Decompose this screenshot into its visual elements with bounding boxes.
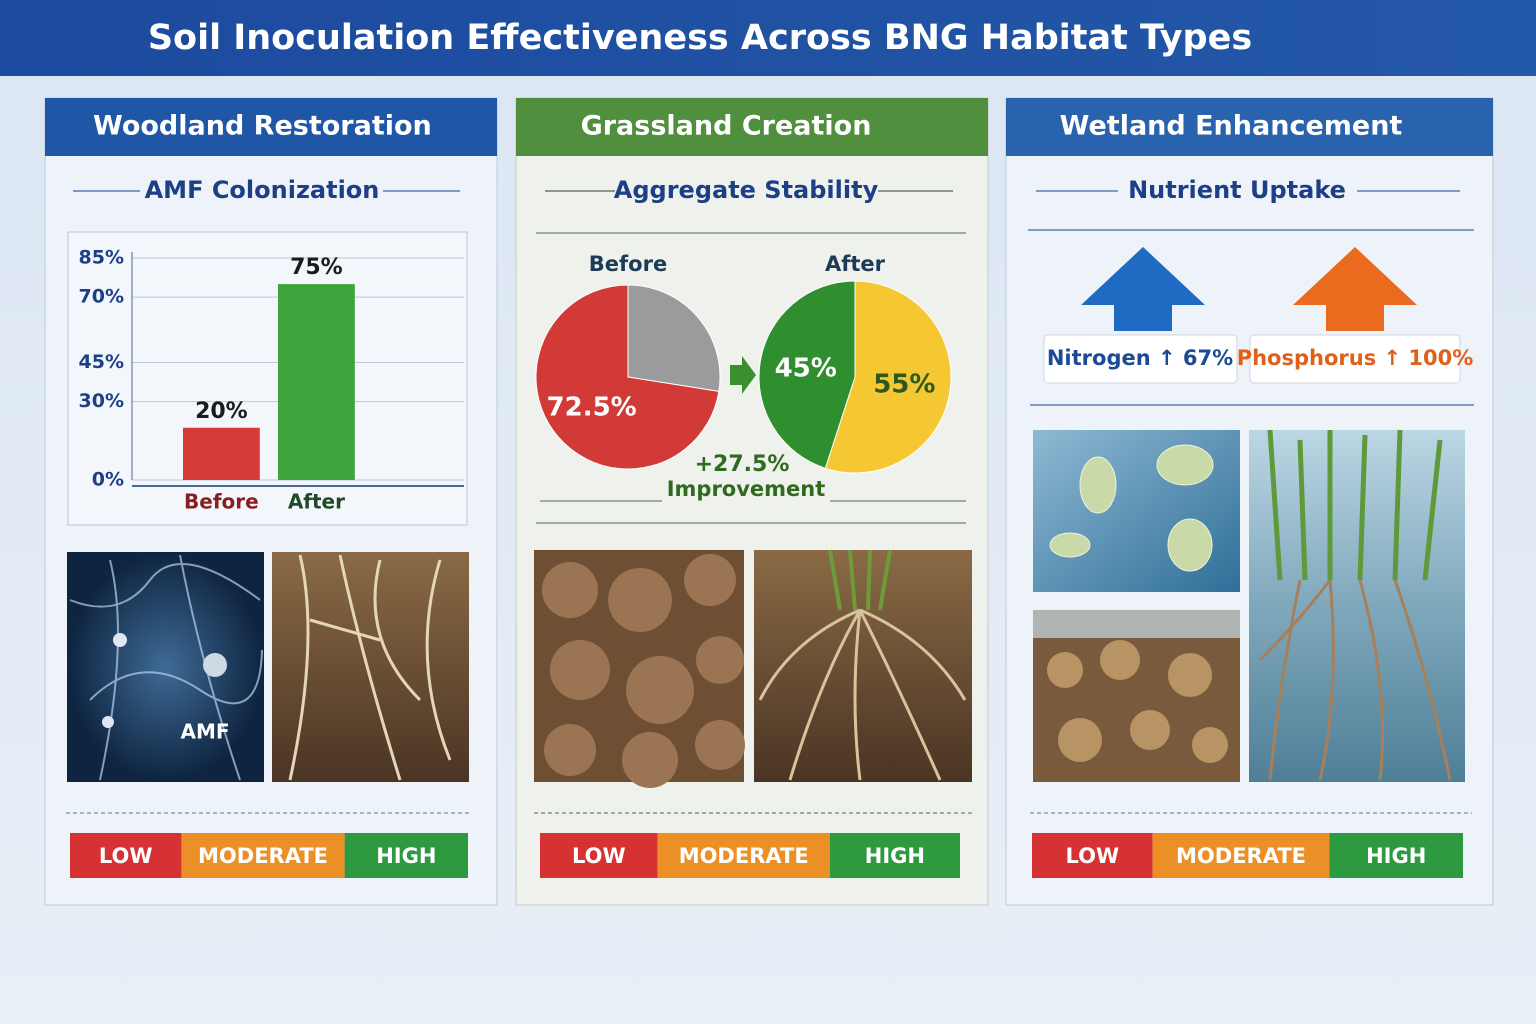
cell: [1049, 532, 1091, 558]
clod: [626, 656, 694, 724]
scale-label: MODERATE: [198, 844, 328, 868]
nutrient-box: [1043, 334, 1238, 384]
scale-segment: [344, 833, 468, 878]
photos: AMF: [67, 429, 1465, 788]
slice-label: 72.5%: [547, 393, 637, 423]
pebble: [1058, 718, 1102, 762]
bar: [183, 427, 260, 480]
panel-header: [45, 98, 497, 156]
y-tick-label: 30%: [79, 390, 124, 412]
clod: [608, 568, 672, 632]
panel-title: Woodland Restoration: [93, 111, 432, 142]
nutrient-box: [1249, 334, 1461, 384]
microbes: [1049, 444, 1214, 572]
pebble: [1130, 710, 1170, 750]
hyphae: [69, 554, 263, 781]
spore: [203, 653, 227, 677]
x-tick-label: After: [288, 490, 345, 514]
roots: [1258, 579, 1452, 781]
scale-segment: [829, 833, 960, 878]
scale-segment: [181, 833, 345, 878]
bar: [278, 284, 355, 480]
water-layer: [1033, 610, 1240, 638]
clod: [695, 720, 745, 770]
panel-subtitle: Nutrient Uptake: [1128, 176, 1346, 204]
scale-label: HIGH: [1366, 844, 1426, 868]
panel-title: Grassland Creation: [581, 111, 872, 142]
cell: [1167, 518, 1213, 572]
up-arrow: [1293, 247, 1417, 331]
panel-header: [1006, 98, 1493, 156]
scale-label: HIGH: [865, 844, 925, 868]
scale-segment: [657, 833, 830, 878]
nutrient-label: Phosphorus ↑ 100%: [1237, 346, 1474, 370]
pie-title: Before: [589, 252, 667, 276]
nutrient-label: Nitrogen ↑ 67%: [1047, 346, 1233, 370]
roots: [288, 554, 452, 781]
header: [0, 0, 1536, 76]
cell: [1079, 456, 1117, 514]
annotation: +27.5%: [695, 452, 790, 477]
pie-slice: [824, 280, 952, 474]
clods: [542, 554, 745, 788]
clod: [550, 640, 610, 700]
pie-slice: [535, 284, 720, 470]
clod: [684, 554, 736, 606]
subtitle-rules: [66, 190, 1474, 814]
photo: [1249, 430, 1465, 782]
slice-label: 55%: [873, 369, 935, 399]
scale-label: LOW: [1066, 844, 1120, 868]
pie-slice: [627, 284, 721, 392]
scale-segment: [1032, 833, 1153, 878]
spore: [113, 633, 127, 647]
scale-segment: [540, 833, 658, 878]
pie-title: After: [825, 252, 886, 276]
page-title: Soil Inoculation Effectiveness Across BN…: [148, 18, 1252, 58]
y-tick-label: 0%: [92, 469, 124, 491]
photo: [754, 550, 972, 782]
annotation: Improvement: [667, 477, 826, 501]
y-tick-label: 85%: [79, 247, 124, 269]
pebble: [1192, 727, 1228, 763]
pebble: [1168, 653, 1212, 697]
grass: [828, 549, 892, 611]
scale-segment: [70, 833, 182, 878]
photo: [67, 552, 264, 782]
clod: [622, 732, 678, 788]
value-label: 75%: [290, 255, 343, 280]
reeds: [1267, 429, 1443, 581]
pebble: [1047, 652, 1083, 688]
scale-label: HIGH: [376, 844, 436, 868]
roots: [758, 608, 967, 781]
panel-title: Wetland Enhancement: [1060, 111, 1403, 142]
scale-label: MODERATE: [679, 844, 809, 868]
value-label: 20%: [195, 399, 248, 424]
panel-subtitle: AMF Colonization: [145, 176, 380, 204]
soil-pebbles: [1047, 640, 1228, 763]
clod: [696, 636, 744, 684]
chart-frame: [67, 231, 468, 526]
panel-header: [516, 98, 988, 156]
pebble: [1100, 640, 1140, 680]
scale-segment: [1152, 833, 1330, 878]
cell: [1156, 444, 1214, 486]
scale-label: MODERATE: [1176, 844, 1306, 868]
spore: [102, 716, 114, 728]
clod: [542, 562, 598, 618]
clod: [544, 724, 596, 776]
change-arrow: [730, 356, 756, 394]
panel-subtitle: Aggregate Stability: [614, 176, 879, 204]
slice-label: 45%: [775, 354, 837, 384]
photo: [272, 552, 469, 782]
up-arrow: [1081, 247, 1205, 331]
scale-label: LOW: [99, 844, 153, 868]
y-tick-label: 45%: [79, 351, 124, 373]
scale-segment: [1329, 833, 1463, 878]
scale-label: LOW: [572, 844, 626, 868]
y-tick-label: 70%: [79, 286, 124, 308]
photo-label: AMF: [180, 720, 229, 744]
x-tick-label: Before: [184, 490, 259, 514]
pie-slice: [758, 280, 856, 469]
